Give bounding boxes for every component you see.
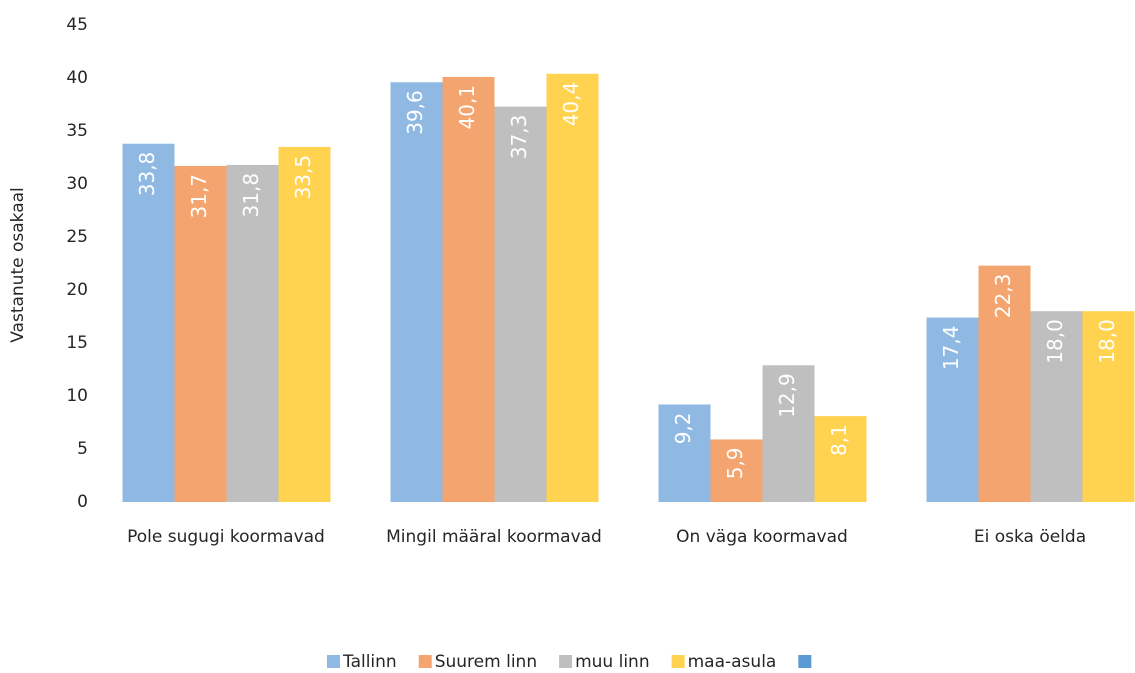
y-tick-label: 15 (66, 333, 88, 353)
y-tick-label: 45 (66, 15, 88, 35)
value-label: 18,0 (1095, 319, 1119, 364)
legend-label: muu linn (575, 652, 650, 672)
y-tick-label: 10 (66, 386, 88, 406)
y-tick-label: 20 (66, 280, 88, 300)
y-tick-label: 35 (66, 121, 88, 141)
legend-swatch (418, 655, 432, 668)
y-tick-label: 30 (66, 174, 88, 194)
value-label: 31,7 (187, 174, 211, 219)
legend-label: maa-asula (688, 652, 777, 672)
bar (926, 317, 979, 502)
y-tick-label: 40 (66, 68, 88, 88)
bar (658, 404, 711, 502)
value-label: 17,4 (939, 326, 963, 371)
value-label: 40,1 (455, 85, 479, 130)
bar (710, 439, 763, 502)
value-label: 37,3 (507, 115, 531, 160)
x-tick-label: Mingil määral koormavad (386, 527, 602, 547)
x-tick-label: On väga koormavad (676, 527, 848, 547)
bar (122, 143, 175, 502)
bar (546, 73, 599, 502)
bar (1030, 311, 1083, 502)
value-label: 33,5 (291, 155, 315, 200)
value-label: 33,8 (135, 152, 159, 197)
y-tick-label: 0 (77, 492, 88, 512)
bar (226, 164, 279, 503)
bar (390, 82, 443, 503)
bar (494, 106, 547, 503)
value-label: 31,8 (239, 173, 263, 218)
bar (762, 365, 815, 502)
legend-swatch (798, 655, 812, 668)
bar (442, 76, 495, 502)
legend-label: Tallinn (342, 652, 397, 672)
bar (978, 265, 1031, 502)
value-label: 5,9 (723, 447, 747, 479)
value-label: 40,4 (559, 82, 583, 127)
y-axis-title: Vastanute osakaal (8, 187, 28, 343)
bar (814, 416, 867, 502)
value-label: 22,3 (991, 274, 1015, 319)
bar (1082, 311, 1135, 502)
value-label: 18,0 (1043, 319, 1067, 364)
legend-swatch (327, 655, 340, 668)
value-label: 8,1 (827, 424, 851, 456)
value-label: 12,9 (775, 373, 799, 418)
y-tick-label: 5 (77, 439, 88, 459)
x-tick-label: Ei oska öelda (974, 527, 1086, 547)
legend-swatch (671, 655, 685, 668)
bar (278, 146, 331, 502)
bar (174, 165, 227, 503)
value-label: 9,2 (671, 412, 695, 444)
legend-swatch (559, 655, 573, 668)
legend-label: Suurem linn (435, 652, 537, 672)
y-tick-label: 25 (66, 227, 88, 247)
value-label: 39,6 (403, 90, 427, 135)
x-tick-label: Pole sugugi koormavad (127, 527, 325, 547)
